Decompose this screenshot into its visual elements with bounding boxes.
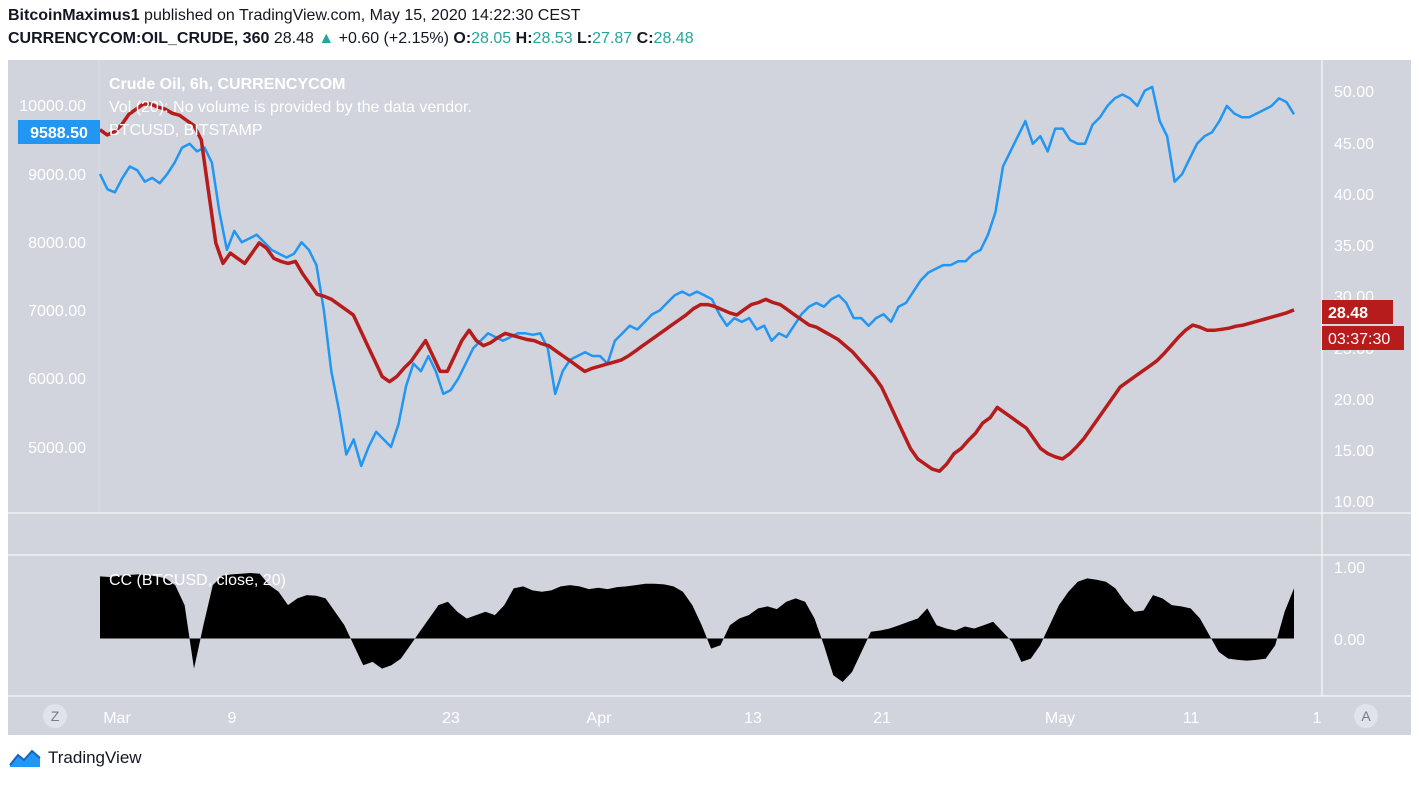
time-label: May xyxy=(1045,710,1075,727)
cc-tick: 1.00 xyxy=(1334,560,1365,577)
footer-brand[interactable]: TradingView xyxy=(8,748,142,768)
legend-compare: BTCUSD, BITSTAMP xyxy=(109,122,263,139)
right-tick: 40.00 xyxy=(1334,187,1374,204)
open-value: 28.05 xyxy=(471,30,512,47)
time-label: 13 xyxy=(744,710,762,727)
up-arrow-icon: ▲ xyxy=(318,30,335,47)
high-value: 28.53 xyxy=(532,30,573,47)
open-label: O: xyxy=(453,30,472,47)
close-label: C: xyxy=(636,30,654,47)
right-tick: 50.00 xyxy=(1334,84,1374,101)
cc-area xyxy=(100,573,1294,682)
left-tick: 10000.00 xyxy=(19,98,86,115)
time-label: Apr xyxy=(587,710,613,727)
symbol-name: CURRENCYCOM:OIL_CRUDE, 360 xyxy=(8,30,270,47)
autoscale-button-label: A xyxy=(1361,708,1371,724)
btc-price-badge-text: 9588.50 xyxy=(30,125,88,142)
time-axis[interactable]: Mar 9 23 Apr 13 21 May 11 1 xyxy=(103,710,1321,727)
symbol-line: CURRENCYCOM:OIL_CRUDE, 360 28.48 ▲ +0.60… xyxy=(8,30,694,48)
left-tick: 7000.00 xyxy=(28,303,86,320)
btc-series-layer xyxy=(98,85,1296,468)
zoom-button-label: Z xyxy=(51,708,60,724)
time-label: Mar xyxy=(103,710,131,727)
left-tick: 6000.00 xyxy=(28,371,86,388)
footer-brand-text: TradingView xyxy=(48,748,142,767)
published-text: published on TradingView.com, May 15, 20… xyxy=(144,7,581,24)
cc-tick: 0.00 xyxy=(1334,632,1365,649)
btc-price-badge: 9588.50 xyxy=(18,120,100,144)
btc-price-line xyxy=(98,85,1296,468)
right-tick: 10.00 xyxy=(1334,494,1374,511)
time-label: 9 xyxy=(228,710,237,727)
time-label: 1 xyxy=(1313,710,1322,727)
chart-area[interactable]: Crude Oil, 6h, CURRENCYCOM Vol (20): No … xyxy=(8,60,1411,735)
price-change: +0.60 (+2.15%) xyxy=(338,30,449,47)
oil-price-badge-text: 28.48 xyxy=(1328,305,1368,322)
low-value: 27.87 xyxy=(592,30,633,47)
countdown-badge-text: 03:37:30 xyxy=(1328,331,1390,348)
legend-main: Crude Oil, 6h, CURRENCYCOM xyxy=(109,76,345,93)
last-price: 28.48 xyxy=(273,30,314,47)
auto-zoom-button[interactable]: Z xyxy=(43,704,67,728)
oil-series-layer xyxy=(98,102,1295,473)
legend-indicator: CC (BTCUSD, close, 20) xyxy=(109,572,286,589)
left-tick: 8000.00 xyxy=(28,235,86,252)
legend-volume: Vol (20): No volume is provided by the d… xyxy=(109,99,472,116)
oil-price-badge: 28.48 03:37:30 xyxy=(1322,300,1404,350)
publish-line: BitcoinMaximus1 published on TradingView… xyxy=(8,7,580,25)
auto-scale-button[interactable]: A xyxy=(1354,704,1378,728)
oil-price-line xyxy=(98,102,1295,473)
author-name[interactable]: BitcoinMaximus1 xyxy=(8,7,140,24)
close-value: 28.48 xyxy=(653,30,694,47)
right-tick: 20.00 xyxy=(1334,392,1374,409)
right-axis[interactable]: 50.00 45.00 40.00 35.00 30.00 25.00 20.0… xyxy=(1334,84,1374,649)
left-tick: 9000.00 xyxy=(28,167,86,184)
right-tick: 45.00 xyxy=(1334,136,1374,153)
left-tick: 5000.00 xyxy=(28,440,86,457)
time-label: 11 xyxy=(1183,710,1200,727)
high-label: H: xyxy=(515,30,533,47)
chart-svg[interactable]: Crude Oil, 6h, CURRENCYCOM Vol (20): No … xyxy=(8,60,1411,735)
left-axis[interactable]: 10000.00 9000.00 8000.00 7000.00 6000.00… xyxy=(19,98,86,457)
time-label: 21 xyxy=(873,710,891,727)
cc-indicator-layer xyxy=(100,573,1294,682)
right-tick: 15.00 xyxy=(1334,443,1374,460)
low-label: L: xyxy=(577,30,593,47)
tradingview-logo-icon xyxy=(9,749,41,767)
time-label: 23 xyxy=(442,710,460,727)
right-tick: 35.00 xyxy=(1334,238,1374,255)
